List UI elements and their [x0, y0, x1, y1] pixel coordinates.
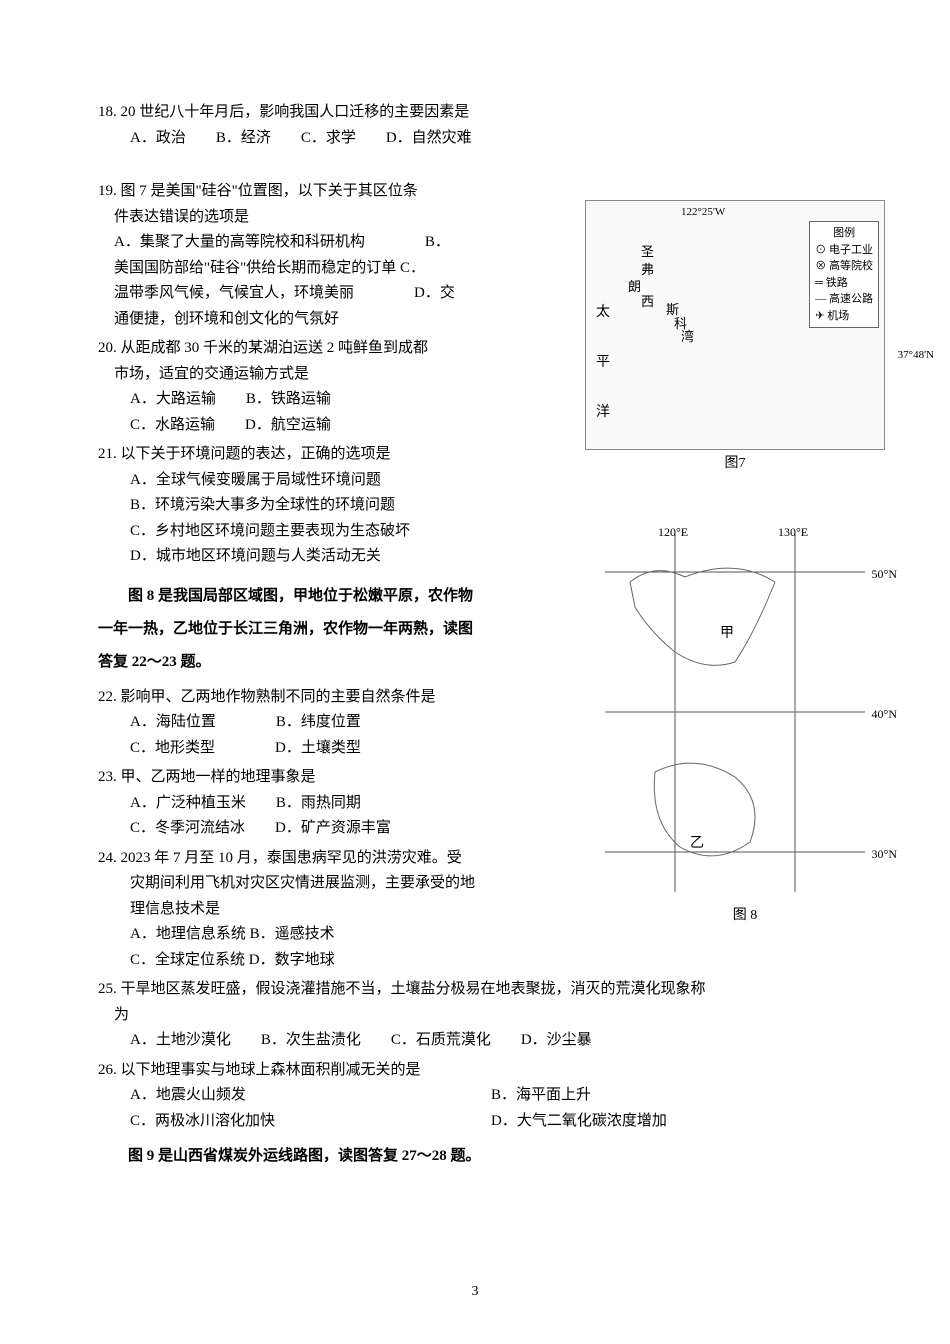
fig8-lat3: 30°N — [872, 844, 897, 864]
question-18: 18. 20 世纪八十年月后，影响我国人口迁移的主要因素是 A．政治 B．经济 … — [98, 100, 852, 151]
fig7-city4: 西 — [641, 291, 654, 313]
figure-8-caption: 图 8 — [595, 904, 895, 928]
figure-7-caption: 图7 — [585, 452, 885, 476]
q20-optB: C．水路运输 D．航空运输 — [98, 413, 503, 439]
figure-8: 120°E 130°E 50°N 40°N 30°N 甲 乙 图 8 — [595, 522, 895, 928]
fig8-lat2: 40°N — [872, 704, 897, 724]
q19-line2: 件表达错误的选项是 — [98, 205, 503, 231]
question-20: 20. 从距成都 30 千米的某湖泊运送 2 吨鲜鱼到成都 市场，适宜的交通运输… — [98, 336, 503, 438]
q23-text: 23. 甲、乙两地一样的地理事象是 — [98, 765, 503, 791]
q26-text: 26. 以下地理事实与地球上森林面积削减无关的是 — [98, 1058, 852, 1084]
fig8-jia: 甲 — [720, 622, 734, 646]
intro22-l3: 答复 22～23 题。 — [98, 646, 503, 679]
q22-text: 22. 影响甲、乙两地作物熟制不同的主要自然条件是 — [98, 685, 503, 711]
q21-text: 21. 以下关于环境问题的表达，正确的选项是 — [98, 442, 503, 468]
intro-27-28: 图 9 是山西省煤炭外运线路图，读图答复 27～28 题。 — [98, 1144, 852, 1170]
q23-a: A．广泛种植玉米 B．雨热同期 — [98, 791, 503, 817]
figure-7: 122°25'W 太 平 洋 圣 弗 朗 西 斯 科 湾 图例 ⊙ 电子工业 ⊗… — [585, 200, 885, 476]
q19-optA4: 通便捷，创环境和创文化的气氛好 — [98, 307, 503, 333]
intro22-l1: 图 8 是我国局部区域图，甲地位于松嫩平原，农作物 — [98, 580, 503, 613]
fig7-legend-0: ⊙ 电子工业 — [815, 242, 873, 259]
q19-optA2: 美国国防部给"硅谷"供给长期而稳定的订单 C． — [98, 256, 503, 282]
fig7-coord-right: 37°48'N — [898, 346, 934, 365]
question-23: 23. 甲、乙两地一样的地理事象是 A．广泛种植玉米 B．雨热同期 C．冬季河流… — [98, 765, 503, 842]
page-number: 3 — [0, 1280, 950, 1304]
q26-b: B．海平面上升 — [491, 1083, 852, 1109]
fig7-legend-2: ═ 铁路 — [815, 275, 873, 292]
fig7-sea2: 平 — [596, 351, 610, 375]
question-25: 25. 干旱地区蒸发旺盛，假设浇灌措施不当，土壤盐分极易在地表聚拢，消灭的荒漠化… — [98, 977, 852, 1054]
fig7-city3: 朗 — [628, 276, 641, 298]
question-24: 24. 2023 年 7 月至 10 月，泰国患病罕见的洪涝灾难。受 灾期间利用… — [98, 846, 503, 974]
q19-line1: 19. 图 7 是美国"硅谷"位置图，以下关于其区位条 — [98, 179, 503, 205]
question-21: 21. 以下关于环境问题的表达，正确的选项是 A．全球气候变暖属于局域性环境问题… — [98, 442, 503, 570]
q26-d: D．大气二氧化碳浓度增加 — [491, 1109, 852, 1135]
q24-a: A．地理信息系统 B．遥感技术 — [98, 922, 503, 948]
q25-opts: A．土地沙漠化 B．次生盐渍化 C．石质荒漠化 D．沙尘暴 — [98, 1028, 852, 1054]
q18-text: 18. 20 世纪八十年月后，影响我国人口迁移的主要因素是 — [98, 100, 852, 126]
q25-line2: 为 — [98, 1003, 852, 1029]
question-22: 22. 影响甲、乙两地作物熟制不同的主要自然条件是 A．海陆位置 B．纬度位置 … — [98, 685, 503, 762]
q20-optA: A．大路运输 B．铁路运输 — [98, 387, 503, 413]
fig8-lon1: 120°E — [658, 522, 688, 542]
fig7-sea1: 太 — [596, 301, 610, 325]
q24-line1: 24. 2023 年 7 月至 10 月，泰国患病罕见的洪涝灾难。受 — [98, 846, 503, 872]
q26-c: C．两极冰川溶化加快 — [130, 1109, 491, 1135]
q21-b: B．环境污染大事多为全球性的环境问题 — [130, 493, 503, 519]
q26-a: A．地震火山频发 — [130, 1083, 491, 1109]
fig7-legend-3: — 高速公路 — [815, 291, 873, 308]
q22-a: A．海陆位置 B．纬度位置 — [98, 710, 503, 736]
fig8-yi: 乙 — [690, 832, 704, 856]
question-19: 19. 图 7 是美国"硅谷"位置图，以下关于其区位条 件表达错误的选项是 A．… — [98, 179, 503, 332]
q18-opts: A．政治 B．经济 C．求学 D．自然灾难 — [98, 126, 852, 152]
q23-b: C．冬季河流结冰 D．矿产资源丰富 — [98, 816, 503, 842]
q22-b: C．地形类型 D．土壤类型 — [98, 736, 503, 762]
q19-optA3: 温带季风气候，气候宜人，环境美丽 D．交 — [98, 281, 503, 307]
fig7-city2: 弗 — [641, 259, 654, 281]
q20-line1: 20. 从距成都 30 千米的某湖泊运送 2 吨鲜鱼到成都 — [98, 336, 503, 362]
q25-line1: 25. 干旱地区蒸发旺盛，假设浇灌措施不当，土壤盐分极易在地表聚拢，消灭的荒漠化… — [98, 977, 852, 1003]
q24-line3: 理信息技术是 — [98, 897, 503, 923]
fig8-lat1: 50°N — [872, 564, 897, 584]
q21-c: C．乡村地区环境问题主要表现为生态破坏 — [130, 519, 503, 545]
question-26: 26. 以下地理事实与地球上森林面积削减无关的是 A．地震火山频发 B．海平面上… — [98, 1058, 852, 1135]
fig7-legend-title: 图例 — [815, 225, 873, 242]
q21-d: D．城市地区环境问题与人类活动无关 — [130, 544, 503, 570]
q24-line2: 灾期间利用飞机对灾区灾情进展监测，主要承受的地 — [98, 871, 503, 897]
intro-22-23: 图 8 是我国局部区域图，甲地位于松嫩平原，农作物 一年一热，乙地位于长江三角洲… — [98, 580, 503, 679]
fig7-legend-4: ✈ 机场 — [815, 308, 873, 325]
fig7-coord-top: 122°25'W — [681, 203, 725, 222]
q20-line2: 市场，适宜的交通运输方式是 — [98, 362, 503, 388]
fig7-city7: 湾 — [681, 326, 694, 348]
q21-a: A．全球气候变暖属于局域性环境问题 — [130, 468, 503, 494]
q24-b: C．全球定位系统 D．数字地球 — [98, 948, 503, 974]
fig8-lon2: 130°E — [778, 522, 808, 542]
fig7-legend: 图例 ⊙ 电子工业 ⊗ 高等院校 ═ 铁路 — 高速公路 ✈ 机场 — [809, 221, 879, 328]
fig7-sea3: 洋 — [596, 401, 610, 425]
q19-optA1: A．集聚了大量的高等院校和科研机构 B． — [98, 230, 503, 256]
intro22-l2: 一年一热，乙地位于长江三角洲，农作物一年两熟，读图 — [98, 613, 503, 646]
fig7-legend-1: ⊗ 高等院校 — [815, 258, 873, 275]
